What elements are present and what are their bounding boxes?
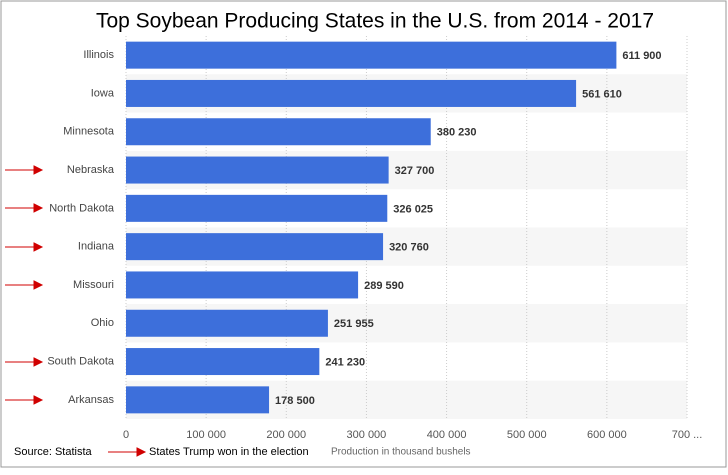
- arrows: [5, 165, 147, 457]
- value-label: 327 700: [395, 165, 435, 177]
- bar: [126, 271, 359, 299]
- y-tick-label: Illinois: [83, 49, 114, 61]
- x-tick-label: 100 000: [186, 429, 226, 441]
- bar: [126, 156, 389, 184]
- y-tick-label: North Dakota: [49, 202, 115, 214]
- x-tick-label: 400 000: [427, 429, 467, 441]
- y-tick-label: Nebraska: [67, 164, 115, 176]
- value-label: 178 500: [275, 395, 315, 407]
- legend-note: States Trump won in the election: [149, 446, 309, 458]
- value-label: 326 025: [393, 203, 433, 215]
- bar: [126, 309, 328, 337]
- x-tick-label: 200 000: [266, 429, 306, 441]
- bar: [126, 79, 577, 107]
- x-axis-label: Production in thousand bushels: [331, 447, 471, 458]
- value-label: 380 230: [437, 127, 477, 139]
- value-label: 561 610: [582, 88, 622, 100]
- y-tick-label: Arkansas: [68, 394, 114, 406]
- y-tick-label: Minnesota: [63, 126, 115, 138]
- plot-area: 0 100 000 200 000 300 000 400 000 500 000 600 …: [47, 36, 702, 441]
- bar: [126, 348, 320, 376]
- bar: [126, 41, 617, 69]
- x-tick-label: 300 000: [347, 429, 387, 441]
- bar: [126, 233, 384, 261]
- x-tick-label: 600 000: [587, 429, 627, 441]
- value-label: 289 590: [364, 280, 404, 292]
- y-tick-label: South Dakota: [47, 355, 115, 367]
- y-tick-label: Iowa: [91, 87, 115, 99]
- x-tick-label: 700 ...: [672, 429, 703, 441]
- value-label: 251 955: [334, 318, 374, 330]
- value-label: 611 900: [622, 50, 661, 62]
- chart-title: Top Soybean Producing States in the U.S.…: [96, 10, 654, 33]
- value-label: 241 230: [325, 356, 365, 368]
- value-label: 320 760: [389, 242, 429, 254]
- bar: [126, 118, 431, 146]
- y-tick-label: Indiana: [78, 241, 115, 253]
- y-tick-label: Missouri: [73, 279, 114, 291]
- y-tick-label: Ohio: [91, 317, 114, 329]
- x-tick-label: 0: [123, 429, 129, 441]
- x-tick-label: 500 000: [507, 429, 547, 441]
- bar: [126, 386, 270, 414]
- bar: [126, 194, 388, 222]
- source: Source: Statista: [14, 446, 93, 458]
